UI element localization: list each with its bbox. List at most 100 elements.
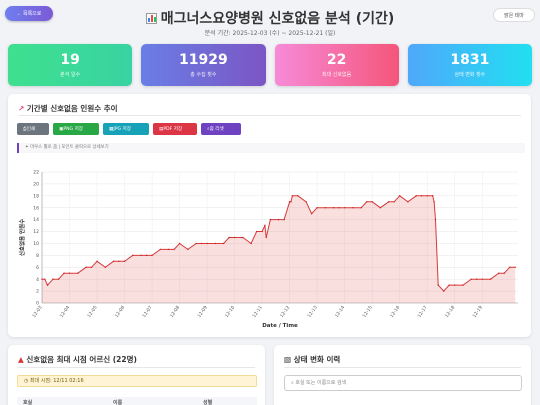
x-tick-label: 12-14 [334,305,346,319]
stat-label: 총 수집 횟수 [190,72,217,78]
siren-icon: ▲ [18,355,27,364]
data-point [63,272,65,274]
data-point [305,201,307,203]
x-tick-label: 12-17 [416,305,428,319]
page-title: 매그너스요양병원 신호없음 분석 (기간) [0,8,540,28]
peak-card: ▲ 신호없음 최대 시점 어르신 (22명) ◷ 최대 시점: 12/11 02… [8,345,265,405]
x-tick-label: 12-06 [114,305,126,319]
col-name: 이름 [113,400,123,405]
data-point [96,260,98,263]
data-point [265,236,267,239]
y-tick-label: 4 [36,277,39,283]
x-tick-label: 12-03 [31,305,43,319]
x-tick-label: 12-19 [471,305,483,319]
x-tick-label: 12-15 [361,305,373,319]
print-button[interactable]: ⎙ 인쇄 [17,123,49,135]
peak-table-header: 호실 이름 성별 [17,397,257,405]
stat-value: 1831 [450,52,490,68]
data-point [514,266,516,268]
data-point [269,218,272,221]
data-point [443,290,445,292]
data-point [288,201,291,203]
save-jpg-button[interactable]: ▦ JPG 저장 [103,123,149,135]
data-point [316,207,318,209]
data-point [290,201,292,203]
y-tick-label: 8 [36,253,39,259]
chart-card-title: ↗ 기간별 신호없음 인원수 추이 [18,104,118,113]
data-point [104,266,106,268]
data-point [159,248,162,251]
data-point [277,218,280,221]
data-point [187,248,189,251]
y-tick-label: 10 [33,241,39,247]
history-search-input[interactable]: ⌕ 호실 또는 이름으로 검색 [284,375,522,391]
history-card-title: ▧ 상태 변화 이력 [284,355,341,364]
data-point [118,260,120,263]
col-room: 호실 [23,400,33,405]
trend-icon: ↗ [18,104,27,113]
stat-label: 최대 신호없음 [322,72,352,78]
stat-label: 분석 일수 [60,72,81,78]
data-point [415,195,417,197]
data-point [132,254,134,257]
chart-card: ↗ 기간별 신호없음 인원수 추이 ⎙ 인쇄 ▣ PNG 저장 ▦ JPG 저장… [8,94,531,337]
x-tick-label: 12-16 [389,305,401,319]
data-point [426,195,428,197]
data-point [448,284,450,286]
data-point [338,207,340,209]
data-point [140,254,142,257]
data-point [360,207,362,209]
clipboard-icon: ▧ [284,355,294,364]
data-point [433,201,435,203]
x-tick-label: 12-13 [306,305,318,319]
data-point [437,284,439,286]
save-pdf-button[interactable]: ▤ PDF 저장 [153,123,197,135]
y-tick-label: 6 [36,265,39,271]
data-point [434,218,437,221]
data-point [90,266,93,268]
data-point [387,201,390,203]
data-point [228,236,230,239]
data-point [343,207,346,209]
data-point [324,207,327,209]
data-point [233,236,236,239]
data-point [222,242,225,245]
y-tick-label: 20 [33,182,39,188]
col-gender: 성별 [203,400,213,405]
y-tick-label: 16 [33,205,39,211]
document-icon: ▤ [159,126,164,132]
y-tick-label: 14 [33,217,39,223]
data-point [46,284,49,286]
stat-value: 11929 [179,52,228,68]
image-icon: ▦ [109,126,114,132]
history-card: ▧ 상태 변화 이력 ⌕ 호실 또는 이름으로 검색 [274,345,531,405]
data-point [291,195,294,197]
data-point [77,272,79,274]
data-point [398,195,401,197]
data-point [195,242,197,245]
x-tick-label: 12-08 [169,305,181,319]
save-png-button[interactable]: ▣ PNG 저장 [53,123,99,135]
data-point [462,284,464,286]
data-point [68,272,71,274]
zoom-reset-button[interactable]: ⌕ 줌 리셋 [201,123,241,135]
data-point [167,248,170,251]
y-tick-label: 12 [33,229,39,235]
data-point [178,242,181,245]
data-point [261,230,263,233]
y-axis-label: 신호없음 인원수 [18,219,26,256]
trend-chart[interactable]: 0 2 4 6 8 10 12 14 16 18 20 22 12-03 12-04 12-05 12-06 1… [8,94,531,337]
printer-icon: ⎙ [23,127,27,132]
data-point [489,278,492,280]
peak-time-banner: ◷ 최대 시점: 12/11 02:16 [17,375,257,387]
data-point [200,242,203,245]
theme-toggle-button[interactable]: 밝은 테마 [493,8,535,22]
data-point [379,207,382,209]
bar-chart-icon [145,13,157,24]
data-point [407,201,409,203]
back-button[interactable]: ← 목록으로 [5,6,53,21]
data-point [283,218,285,221]
x-tick-label: 12-18 [444,305,456,319]
stat-value: 22 [326,52,347,68]
x-tick-label: 12-12 [279,305,291,319]
